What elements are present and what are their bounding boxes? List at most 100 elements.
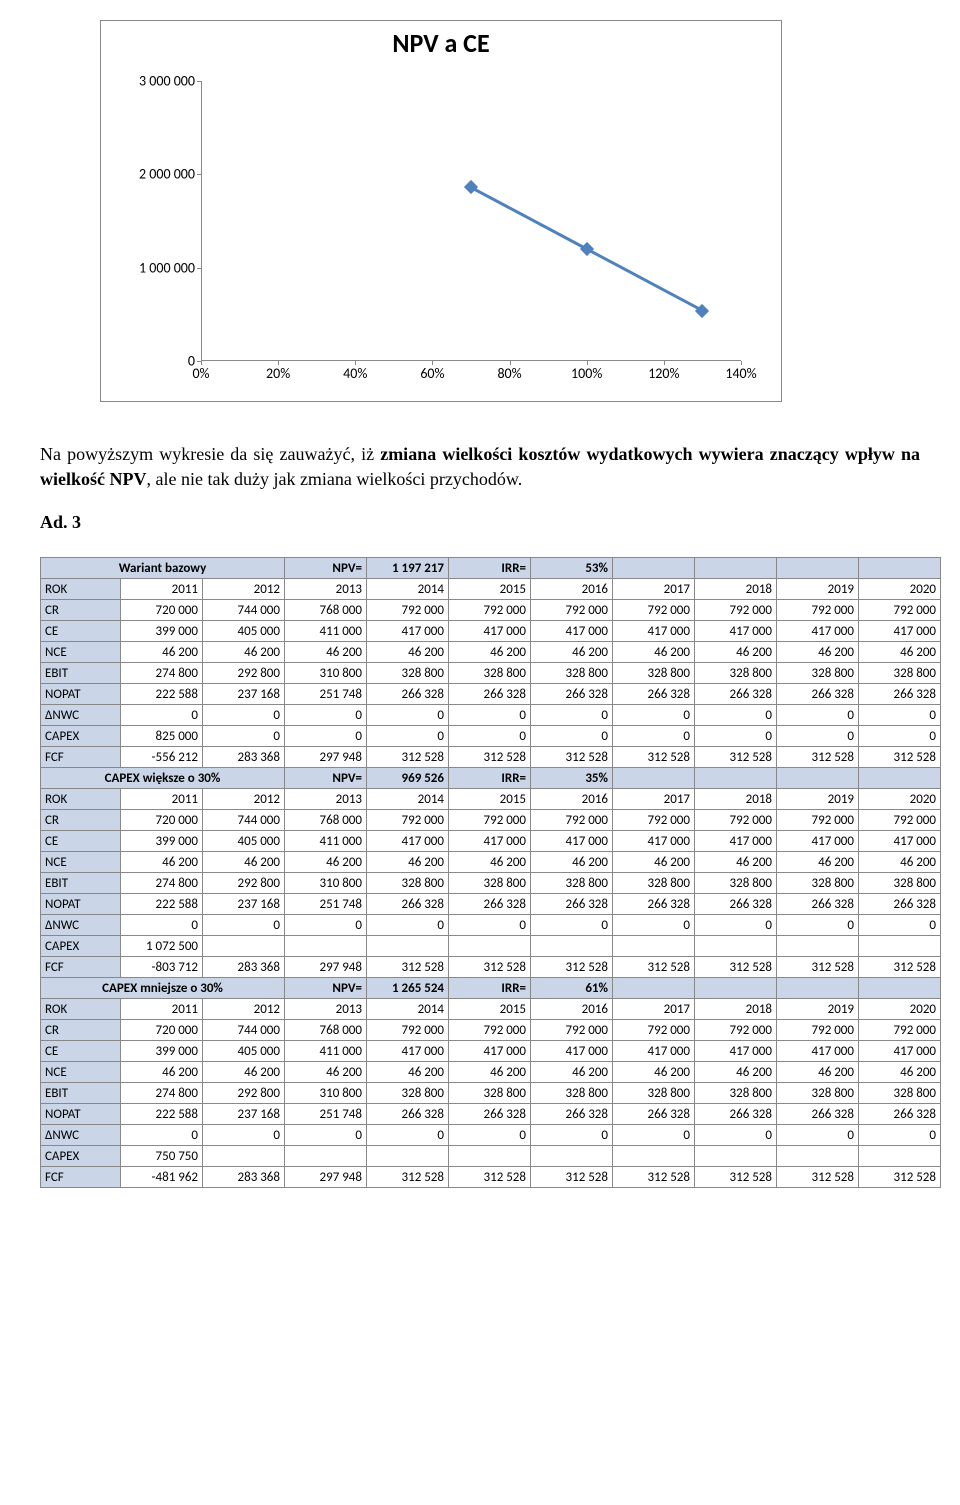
table-cell: 2013 (285, 579, 367, 600)
table-cell: 266 328 (695, 1104, 777, 1125)
table-row: CAPEX750 750 (41, 1146, 941, 1167)
table-cell (531, 1146, 613, 1167)
table-cell: 417 000 (613, 621, 695, 642)
table-row: EBIT274 800292 800310 800328 800328 8003… (41, 873, 941, 894)
table-cell: 312 528 (777, 747, 859, 768)
table-cell: 0 (449, 1125, 531, 1146)
table-cell: 237 168 (203, 894, 285, 915)
irr-label: IRR= (449, 558, 531, 579)
table-cell: 0 (613, 726, 695, 747)
table-cell: 405 000 (203, 621, 285, 642)
table-cell: 2011 (121, 789, 203, 810)
table-cell: 312 528 (531, 747, 613, 768)
table-cell: 46 200 (449, 852, 531, 873)
row-label: FCF (41, 1167, 121, 1188)
table-cell: 328 800 (449, 663, 531, 684)
table-cell: 312 528 (777, 957, 859, 978)
table-cell: 720 000 (121, 810, 203, 831)
table-cell: 0 (203, 915, 285, 936)
table-cell: 411 000 (285, 1041, 367, 1062)
table-cell: 0 (531, 1125, 613, 1146)
table-cell: 46 200 (121, 852, 203, 873)
table-cell: 405 000 (203, 831, 285, 852)
table-cell: 417 000 (613, 1041, 695, 1062)
table-cell: 792 000 (449, 600, 531, 621)
table-cell: 46 200 (531, 1062, 613, 1083)
variant-title: CAPEX większe o 30% (41, 768, 285, 789)
table-cell: 266 328 (531, 684, 613, 705)
table-cell: 312 528 (613, 747, 695, 768)
table-cell: 0 (285, 1125, 367, 1146)
table-cell: 328 800 (367, 1083, 449, 1104)
table-cell: 328 800 (449, 1083, 531, 1104)
table-cell: 283 368 (203, 957, 285, 978)
table-cell: 266 328 (859, 684, 941, 705)
irr-value: 35% (531, 768, 613, 789)
table-cell: 417 000 (531, 1041, 613, 1062)
table-cell: 0 (695, 1125, 777, 1146)
table-cell: 792 000 (613, 810, 695, 831)
table-cell: 2016 (531, 579, 613, 600)
table-cell: 2018 (695, 579, 777, 600)
table-cell (777, 1146, 859, 1167)
table-cell: 292 800 (203, 1083, 285, 1104)
table-cell: 0 (859, 705, 941, 726)
table-row: NCE46 20046 20046 20046 20046 20046 2004… (41, 852, 941, 873)
table-cell: 2016 (531, 789, 613, 810)
row-label: CAPEX (41, 936, 121, 957)
table-cell: 792 000 (531, 810, 613, 831)
table-cell: 2018 (695, 999, 777, 1020)
variant-title: CAPEX mniejsze o 30% (41, 978, 285, 999)
irr-value: 61% (531, 978, 613, 999)
table-cell (367, 1146, 449, 1167)
table-cell: 399 000 (121, 1041, 203, 1062)
table-cell: 312 528 (695, 1167, 777, 1188)
table-cell: 46 200 (695, 642, 777, 663)
table-cell: 312 528 (367, 747, 449, 768)
table-cell: 266 328 (367, 1104, 449, 1125)
table-cell: 328 800 (695, 1083, 777, 1104)
row-label: CR (41, 810, 121, 831)
table-row: CR720 000744 000768 000792 000792 000792… (41, 1020, 941, 1041)
table-cell: 312 528 (859, 747, 941, 768)
table-cell: 283 368 (203, 1167, 285, 1188)
row-label: NCE (41, 852, 121, 873)
table-cell: 0 (367, 726, 449, 747)
spreadsheet-block: Wariant bazowyNPV=1 197 217IRR=53%ROK201… (40, 557, 920, 1188)
table-cell: 792 000 (777, 810, 859, 831)
row-label: NCE (41, 642, 121, 663)
table-cell: 312 528 (695, 957, 777, 978)
table-cell: 46 200 (613, 1062, 695, 1083)
table-cell: 312 528 (859, 957, 941, 978)
table-cell: 0 (449, 915, 531, 936)
table-cell: -803 712 (121, 957, 203, 978)
table-cell: 46 200 (613, 852, 695, 873)
table-cell: 266 328 (449, 1104, 531, 1125)
table-cell: 266 328 (695, 684, 777, 705)
table-cell (367, 936, 449, 957)
row-label: NCE (41, 1062, 121, 1083)
table-cell: 417 000 (859, 1041, 941, 1062)
chart-plot-area: 01 000 0002 000 0003 000 0000%20%40%60%8… (201, 81, 741, 361)
row-label: ROK (41, 999, 121, 1020)
chart-x-tick-label: 0% (192, 361, 209, 382)
variant-header-row: CAPEX mniejsze o 30%NPV=1 265 524IRR=61% (41, 978, 941, 999)
table-cell: 2015 (449, 579, 531, 600)
table-row: NCE46 20046 20046 20046 20046 20046 2004… (41, 1062, 941, 1083)
table-cell: 720 000 (121, 1020, 203, 1041)
table-cell: 411 000 (285, 621, 367, 642)
table-cell: 0 (531, 915, 613, 936)
table-row: ROK2011201220132014201520162017201820192… (41, 579, 941, 600)
table-cell: 417 000 (367, 1041, 449, 1062)
table-cell: 0 (695, 726, 777, 747)
table-cell: 2012 (203, 999, 285, 1020)
table-cell: 2017 (613, 579, 695, 600)
table-cell: 792 000 (695, 600, 777, 621)
analysis-paragraph: Na powyższym wykresie da się zauważyć, i… (40, 442, 920, 492)
table-cell: 2017 (613, 789, 695, 810)
row-label: CE (41, 1041, 121, 1062)
table-cell: 0 (367, 915, 449, 936)
npv-value: 969 526 (367, 768, 449, 789)
table-cell: 2020 (859, 579, 941, 600)
table-cell: 2018 (695, 789, 777, 810)
